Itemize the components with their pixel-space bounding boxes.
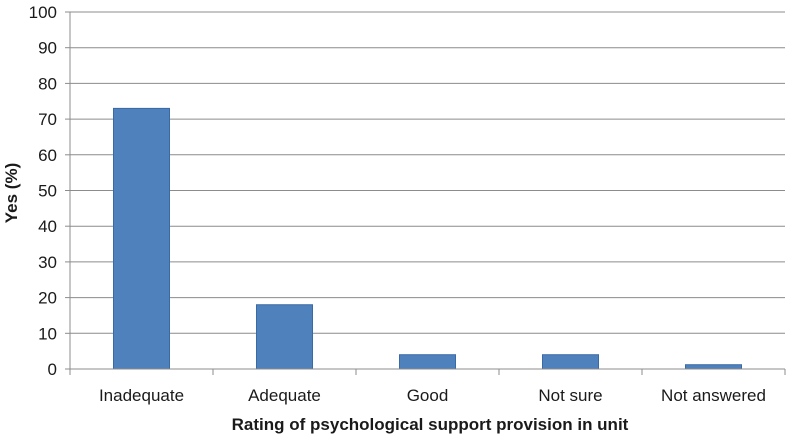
axes <box>65 11 786 375</box>
y-tick-label: 80 <box>38 74 57 93</box>
y-tick-label: 90 <box>38 39 57 58</box>
y-axis-title: Yes (%) <box>2 163 21 223</box>
bar-good <box>399 354 456 370</box>
y-tick-label: 20 <box>38 289 57 308</box>
y-tick-label: 50 <box>38 182 57 201</box>
x-tick-label: Not answered <box>661 386 766 405</box>
y-tick-label: 100 <box>29 3 57 22</box>
x-tick-label: Adequate <box>248 386 321 405</box>
x-tick-label: Inadequate <box>99 386 184 405</box>
x-tick-labels: Inadequate Adequate Good Not sure Not answer… <box>99 386 766 405</box>
x-tick-label: Good <box>407 386 449 405</box>
y-tick-label: 30 <box>38 253 57 272</box>
y-tick-label: 60 <box>38 146 57 165</box>
y-tick-label: 10 <box>38 324 57 343</box>
bar-not-answered <box>685 364 742 370</box>
y-tick-label: 0 <box>48 360 57 379</box>
bar-not-sure <box>542 354 599 370</box>
bar-adequate <box>256 304 313 370</box>
bar-inadequate <box>113 107 170 370</box>
x-tick-label: Not sure <box>538 386 602 405</box>
x-axis-title: Rating of psychological support provisio… <box>232 415 629 434</box>
gridlines <box>70 11 785 334</box>
y-tick-label: 40 <box>38 217 57 236</box>
y-tick-labels: 0 10 20 30 40 50 60 70 80 90 100 <box>29 3 57 379</box>
bars <box>113 107 742 370</box>
y-tick-label: 70 <box>38 110 57 129</box>
